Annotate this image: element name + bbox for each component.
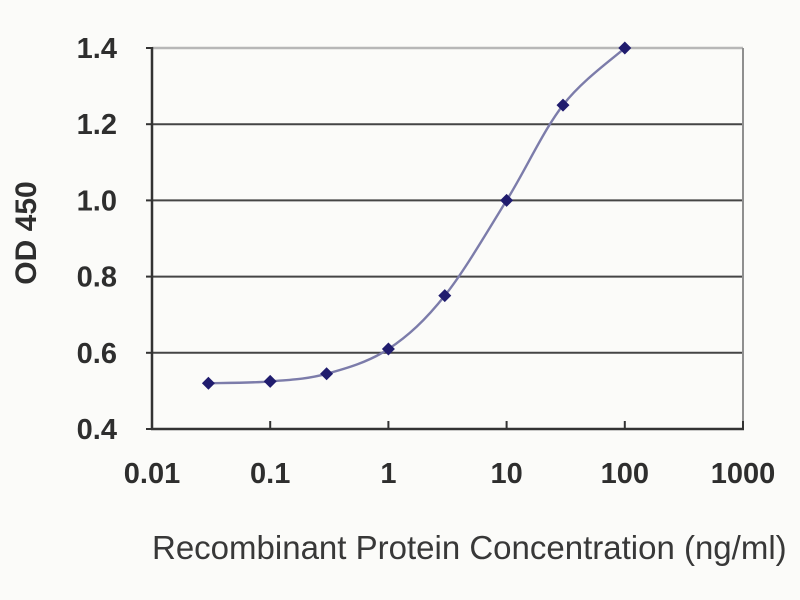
data-point-marker — [263, 374, 277, 388]
x-tick-label: 0.1 — [250, 458, 290, 490]
y-tick-label: 1.0 — [77, 185, 117, 217]
x-tick-label: 1000 — [711, 458, 776, 490]
data-point-marker — [618, 41, 632, 55]
data-point-marker — [201, 376, 215, 390]
y-tick-label: 1.2 — [77, 109, 117, 141]
x-tick-label: 100 — [601, 458, 649, 490]
y-tick-label: 1.4 — [77, 33, 117, 65]
x-tick-label: 0.01 — [124, 458, 180, 490]
data-point-marker — [438, 289, 452, 303]
y-tick-label: 0.8 — [77, 262, 117, 294]
series-line — [208, 47, 626, 385]
y-tick-label: 0.4 — [77, 414, 117, 446]
data-point-marker — [381, 342, 395, 356]
x-tick-label: 10 — [490, 458, 522, 490]
x-axis-title: Recombinant Protein Concentration (ng/ml… — [152, 529, 787, 566]
x-tick-label: 1 — [380, 458, 396, 490]
y-axis-title: OD 450 — [10, 181, 43, 285]
data-point-marker — [500, 193, 514, 207]
y-tick-label: 0.6 — [77, 338, 117, 370]
data-point-marker — [320, 367, 334, 381]
data-point-marker — [556, 98, 570, 112]
